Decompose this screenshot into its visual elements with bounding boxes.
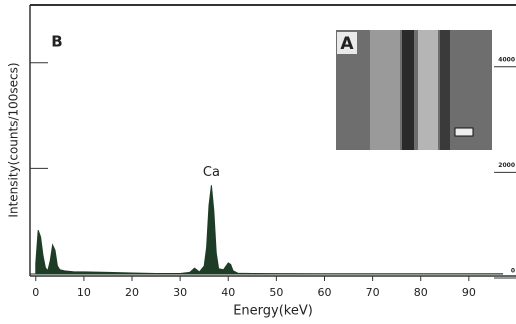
x-tick-label: 60 bbox=[317, 286, 331, 299]
x-tick-label: 10 bbox=[77, 286, 91, 299]
inset-image bbox=[336, 30, 492, 150]
x-tick-label: 80 bbox=[414, 286, 428, 299]
inset-texture bbox=[402, 30, 414, 150]
x-tick-label: 20 bbox=[125, 286, 139, 299]
peak-annotation: Ca bbox=[203, 165, 220, 180]
x-tick-label: 70 bbox=[366, 286, 380, 299]
x-tick-label: 40 bbox=[221, 286, 235, 299]
inset-label: A bbox=[340, 34, 354, 54]
inset-texture bbox=[418, 30, 438, 150]
y-tick-label: 2000 bbox=[498, 162, 515, 169]
x-tick-label: 0 bbox=[32, 286, 39, 299]
panel-label: B bbox=[51, 33, 62, 51]
page: A B Energy(keV) Intensity(counts/100secs… bbox=[0, 0, 516, 324]
x-tick-label: 90 bbox=[462, 286, 476, 299]
x-tick-label: 50 bbox=[269, 286, 283, 299]
inset-texture bbox=[370, 30, 400, 150]
inset-texture bbox=[440, 30, 450, 150]
y-tick-label: 4000 bbox=[498, 56, 515, 63]
chart: A B Energy(keV) Intensity(counts/100secs… bbox=[0, 0, 516, 324]
x-axis-label: Energy(keV) bbox=[233, 304, 313, 319]
x-tick-label: 30 bbox=[173, 286, 187, 299]
y-axis-label: Intensity(counts/100secs) bbox=[7, 62, 21, 217]
y-tick-label: 0 bbox=[511, 268, 515, 275]
scale-bar bbox=[455, 128, 473, 136]
